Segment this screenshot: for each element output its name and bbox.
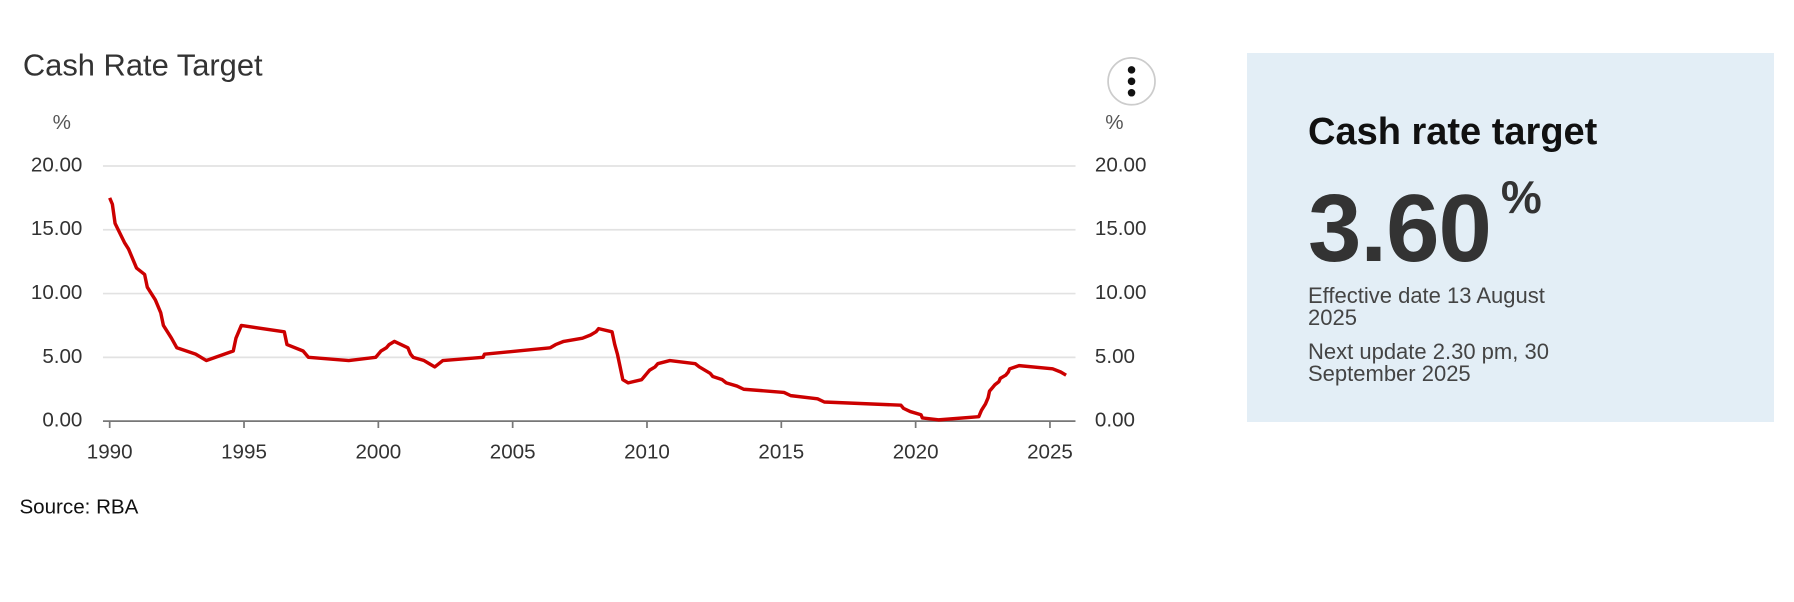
panel-title: Cash rate target	[1308, 111, 1598, 153]
x-tick-label: 2000	[355, 441, 401, 464]
x-tick-label: 2010	[624, 441, 670, 464]
y-tick-label: 20.00	[31, 153, 83, 176]
x-tick-label: 2025	[1027, 441, 1073, 464]
x-tick-label: 2020	[893, 441, 939, 464]
menu-button[interactable]	[1107, 57, 1156, 106]
rate-unit: %	[1500, 171, 1542, 223]
menu-dot	[1127, 77, 1136, 86]
x-tick-label: 1995	[221, 441, 267, 464]
chart-title: Cash Rate Target	[23, 48, 263, 83]
rate-value: 3.60	[1308, 175, 1492, 282]
menu-dot	[1127, 88, 1136, 97]
rate-line	[108, 197, 1067, 422]
rate-panel: Cash rate target 3.60% Effective date 13…	[1247, 53, 1774, 422]
effective-date: Effective date 13 August 2025	[1308, 283, 1545, 330]
y-axis-label: %	[53, 111, 71, 134]
y2-axis-label: %	[1105, 111, 1123, 134]
y2-tick-label: 15.00	[1095, 217, 1147, 240]
y-tick-label: 10.00	[31, 281, 83, 304]
x-tick-label: 2005	[490, 441, 536, 464]
x-tick-label: 1990	[87, 441, 133, 464]
rate-display: 3.60%	[1308, 174, 1774, 277]
x-tick-label: 2015	[758, 441, 804, 464]
next-update: Next update 2.30 pm, 30 September 2025	[1308, 339, 1549, 386]
y2-tick-label: 0.00	[1095, 409, 1135, 432]
source: Source: RBA	[19, 496, 138, 519]
y-tick-label: 0.00	[42, 409, 82, 432]
y2-tick-label: 20.00	[1095, 153, 1147, 176]
menu-dot	[1127, 66, 1136, 74]
y-tick-label: 15.00	[31, 217, 83, 240]
y2-tick-label: 10.00	[1095, 281, 1147, 304]
y-tick-label: 5.00	[42, 345, 82, 368]
y2-tick-label: 5.00	[1095, 345, 1135, 368]
